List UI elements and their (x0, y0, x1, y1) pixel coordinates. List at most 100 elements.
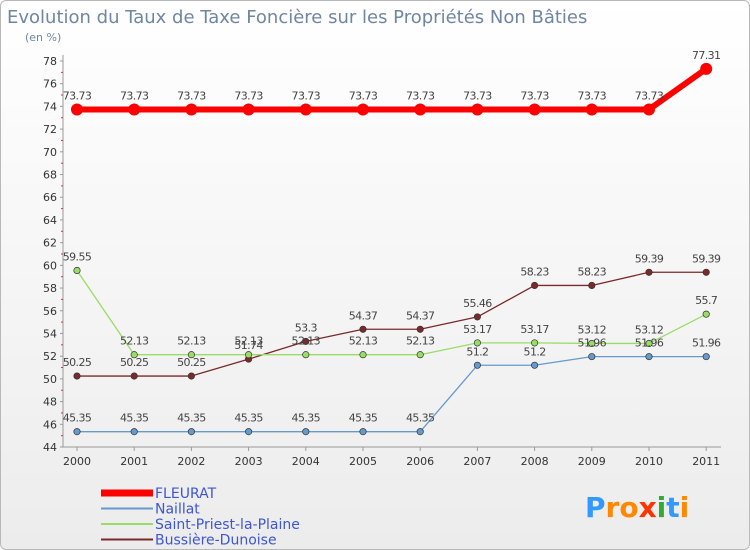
series-fleurat: 73.73 73.73 73.73 73.73 73.73 73.73 73.73 73.73… (63, 49, 721, 116)
y-tick-label: 74 (43, 100, 57, 113)
data-label: 45.35 (177, 412, 206, 425)
x-tick-label: 2002 (177, 455, 205, 468)
data-label: 53.12 (635, 323, 664, 336)
data-point (130, 372, 138, 380)
logo-letter: r (606, 491, 620, 524)
series-line (76, 270, 707, 356)
data-label: 51.96 (635, 337, 664, 350)
data-point (645, 353, 653, 361)
data-label: 50.25 (120, 356, 149, 369)
data-label: 50.25 (177, 356, 206, 369)
data-label: 45.35 (120, 412, 149, 425)
legend-label: Bussière-Dunoise (155, 533, 277, 549)
legend-label: Saint-Priest-la-Plaine (155, 517, 300, 533)
data-label: 53.3 (295, 321, 318, 334)
y-tick-label: 50 (43, 373, 57, 386)
data-point (130, 428, 138, 436)
data-point (302, 428, 310, 436)
logo-letter: o (619, 491, 638, 524)
data-point (585, 103, 598, 116)
y-tick-label: 60 (43, 259, 57, 272)
x-tick-label: 2011 (692, 455, 720, 468)
data-point (702, 310, 710, 318)
data-point (643, 103, 655, 116)
data-label: 73.73 (234, 89, 263, 102)
x-tick-label: 2000 (63, 455, 91, 468)
data-point (531, 281, 539, 289)
y-tick-label: 78 (43, 55, 57, 68)
proxiti-logo: Proxiti (585, 491, 689, 524)
data-point (700, 62, 713, 75)
data-point (128, 103, 141, 116)
data-label: 51.2 (524, 345, 546, 358)
legend: FLEURATNaillatSaint-Priest-la-PlaineBuss… (101, 486, 300, 549)
data-label: 73.73 (349, 89, 378, 102)
data-label: 45.35 (63, 412, 92, 425)
y-tick-label: 58 (43, 282, 57, 295)
data-label: 45.35 (234, 412, 263, 425)
data-point (416, 351, 424, 359)
x-tick-label: 2006 (406, 455, 434, 468)
data-point (245, 351, 253, 359)
data-label: 73.73 (520, 89, 549, 102)
data-label: 53.17 (463, 323, 492, 336)
logo-letter: P (585, 491, 606, 524)
y-tick-label: 44 (43, 441, 57, 454)
x-tick-label: 2004 (292, 455, 320, 468)
data-label: 51.74 (234, 339, 263, 352)
logo-letter: i (680, 491, 690, 524)
data-label: 59.39 (635, 252, 664, 265)
data-point (645, 268, 653, 276)
y-tick-label: 62 (43, 237, 57, 250)
logo-letter: t (666, 491, 679, 524)
data-label: 73.73 (63, 89, 92, 102)
data-label: 73.73 (578, 89, 607, 102)
data-point (588, 281, 596, 289)
data-label: 73.73 (406, 89, 435, 102)
data-point (588, 353, 596, 361)
x-tick-label: 2007 (463, 455, 491, 468)
data-label: 53.12 (578, 323, 607, 336)
data-label: 52.13 (120, 335, 149, 348)
y-tick-label: 70 (43, 146, 57, 159)
series-saint-priest-la-plaine: 59.55 52.13 52.13 52.13 52.13 52.13 52.13 53.17… (63, 250, 718, 359)
data-point (645, 339, 653, 348)
data-point (299, 103, 312, 116)
data-point (302, 337, 310, 345)
legend-label: Naillat (155, 502, 200, 518)
data-point (528, 103, 541, 116)
data-point (531, 339, 539, 347)
data-label: 45.35 (292, 412, 321, 425)
y-tick-label: 46 (43, 418, 57, 431)
data-label: 50.25 (63, 356, 92, 369)
data-label: 52.13 (234, 335, 263, 348)
data-label: 59.55 (63, 250, 92, 263)
data-point (416, 325, 424, 333)
data-label: 54.37 (406, 309, 435, 322)
data-label: 73.73 (292, 89, 321, 102)
data-point (73, 428, 81, 436)
data-point (357, 103, 369, 116)
data-point (359, 351, 367, 359)
x-tick-label: 2001 (120, 455, 148, 468)
data-label: 51.2 (466, 345, 488, 358)
data-label: 73.73 (635, 89, 664, 102)
x-tick-label: 2009 (578, 455, 606, 468)
data-label: 53.17 (520, 323, 549, 336)
data-label: 51.96 (578, 337, 607, 350)
data-label: 52.13 (349, 335, 378, 348)
y-tick-label: 52 (43, 350, 57, 363)
data-label: 73.73 (120, 89, 149, 102)
data-point (187, 351, 195, 359)
data-point (473, 339, 481, 347)
y-tick-label: 54 (43, 327, 57, 340)
logo-text: Proxiti (585, 491, 689, 524)
data-point (71, 103, 83, 116)
data-point (73, 266, 81, 275)
data-point (414, 103, 427, 116)
data-point (242, 103, 255, 116)
data-point (473, 313, 481, 321)
data-label: 45.35 (406, 412, 435, 425)
